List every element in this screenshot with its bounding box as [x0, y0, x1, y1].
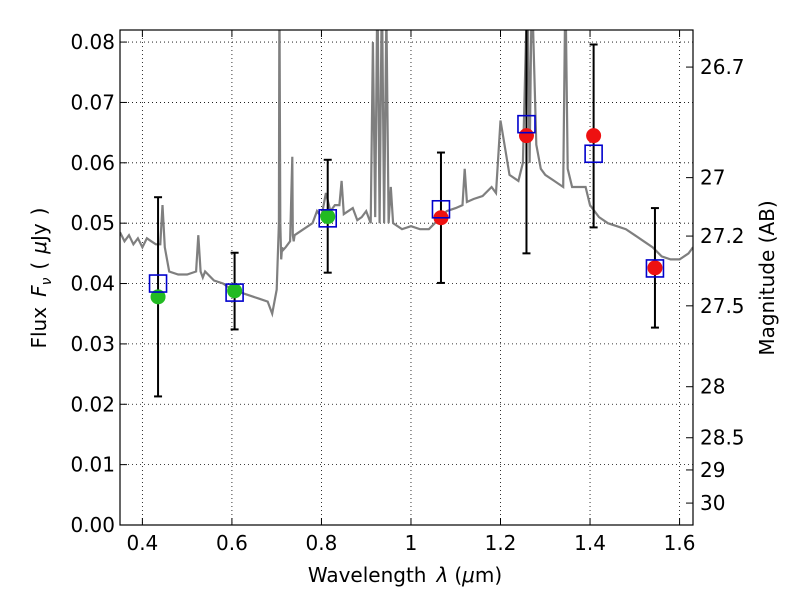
x-tick-label: 1.6: [664, 531, 696, 555]
y-axis-title: FluxFν(μJy): [27, 207, 55, 348]
model-photometry-box: [225, 283, 244, 302]
y-tick-label: 0.06: [70, 151, 115, 175]
observed-point: [150, 289, 166, 305]
model-photometry-box: [148, 274, 168, 293]
mag-tick-label: 30: [700, 491, 725, 515]
x-tick-label: 0.6: [216, 531, 248, 555]
mag-tick-label: 27: [700, 166, 725, 190]
observed-point: [320, 209, 336, 225]
x-tick-label: 1: [405, 531, 418, 555]
x-tick-label: 1.2: [485, 531, 517, 555]
mag-tick-label: 27.2: [700, 224, 745, 248]
observed-point: [227, 283, 243, 299]
observed-point: [647, 260, 663, 276]
axes: 0.4 0.6 0.8 1 1.2 1.4 1.6 0.00 0.01 0.02 0.03 0.04 0…: [70, 30, 745, 555]
model-photometry-box: [517, 114, 536, 134]
y-tick-label: 0.07: [70, 90, 115, 114]
model-spectrum-line: [120, 30, 693, 318]
mag-tick-label: 29: [700, 458, 725, 482]
y-tick-label: 0.05: [70, 211, 115, 235]
y-tick-label: 0.01: [70, 453, 115, 477]
x-axis-title: Wavelength λ (μm): [308, 563, 502, 587]
mag-tick-label: 26.7: [700, 55, 745, 79]
model-photometry-box: [318, 209, 338, 228]
model-photometry-box: [431, 199, 451, 219]
y-tick-label: 0.03: [70, 332, 115, 356]
x-tick-label: 1.4: [574, 531, 606, 555]
plot-frame: [119, 29, 694, 526]
mag-tick-label: 28.5: [700, 426, 745, 450]
y2-axis-title: Magnitude (AB): [755, 200, 779, 355]
model-photometry-boxes: [148, 114, 665, 302]
x-tick-label: 0.4: [126, 531, 158, 555]
grid: [120, 30, 693, 525]
observed-point: [586, 128, 602, 144]
y-tick-label: 0.02: [70, 392, 115, 416]
error-bars: [154, 30, 659, 398]
mag-tick-label: 28: [700, 375, 725, 399]
observed-point: [518, 128, 534, 144]
x-tick-label: 0.8: [306, 531, 338, 555]
y-tick-label: 0.08: [70, 30, 115, 54]
mag-tick-label: 27.5: [700, 294, 745, 318]
model-photometry-box: [645, 259, 665, 278]
model-photometry-box: [584, 144, 603, 164]
y-tick-label: 0.04: [70, 272, 115, 296]
y-tick-label: 0.00: [70, 513, 115, 537]
